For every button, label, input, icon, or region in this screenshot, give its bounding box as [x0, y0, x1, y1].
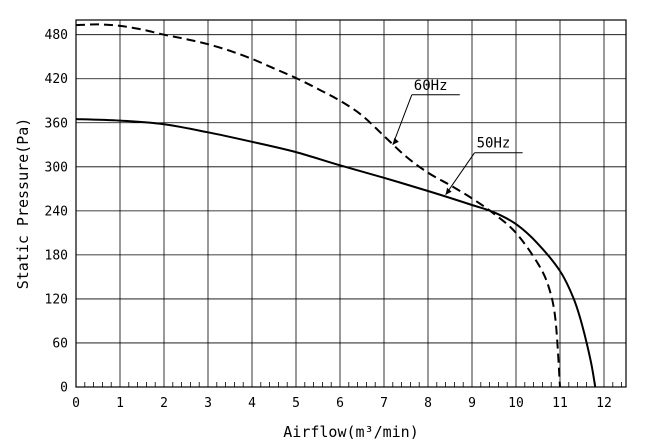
series-layer — [75, 23, 597, 388]
y-tick-label: 360 — [45, 116, 68, 131]
y-tick-label: 0 — [60, 381, 68, 396]
x-tick-label: 0 — [72, 396, 80, 411]
y-tick-label: 420 — [45, 72, 68, 87]
x-tick-label: 6 — [336, 396, 344, 411]
annotation-leader — [392, 94, 413, 145]
y-tick-label: 180 — [45, 248, 68, 263]
y-tick-label: 300 — [45, 160, 68, 175]
y-tick-label: 60 — [52, 336, 68, 351]
y-tick-label: 120 — [45, 292, 68, 307]
x-tick-label: 10 — [508, 396, 524, 411]
x-tick-labels: 0 1 2 3 4 5 6 7 8 9 10 11 12 — [72, 396, 612, 411]
x-tick-label: 5 — [292, 396, 300, 411]
x-axis-title: Airflow(m³/min) — [283, 423, 418, 441]
plot-frame — [75, 19, 627, 388]
series-50hz-line — [75, 118, 597, 388]
y-axis-title: Static Pressure(Pa) — [14, 118, 32, 290]
minor-ticks — [84, 382, 622, 387]
annotation-label: 50Hz — [477, 136, 511, 152]
annotation-layer: 60Hz 50Hz — [392, 78, 523, 195]
annotation-arrowhead — [392, 137, 399, 145]
annotation-label: 60Hz — [414, 78, 448, 94]
annotation-leader — [445, 152, 476, 195]
x-tick-label: 8 — [424, 396, 432, 411]
x-tick-label: 1 — [116, 396, 124, 411]
x-tick-label: 2 — [160, 396, 168, 411]
x-tick-label: 7 — [380, 396, 388, 411]
y-tick-label: 480 — [45, 28, 68, 43]
series-60hz-line — [75, 23, 561, 388]
y-tick-label: 240 — [45, 204, 68, 219]
x-tick-label: 11 — [552, 396, 568, 411]
grid — [76, 20, 626, 387]
y-tick-labels: 0 60 120 180 240 300 360 420 480 — [45, 28, 68, 395]
x-tick-label: 3 — [204, 396, 212, 411]
x-tick-label: 12 — [596, 396, 612, 411]
x-tick-label: 4 — [248, 396, 256, 411]
annotation-arrowhead — [445, 187, 452, 195]
x-tick-label: 9 — [468, 396, 476, 411]
